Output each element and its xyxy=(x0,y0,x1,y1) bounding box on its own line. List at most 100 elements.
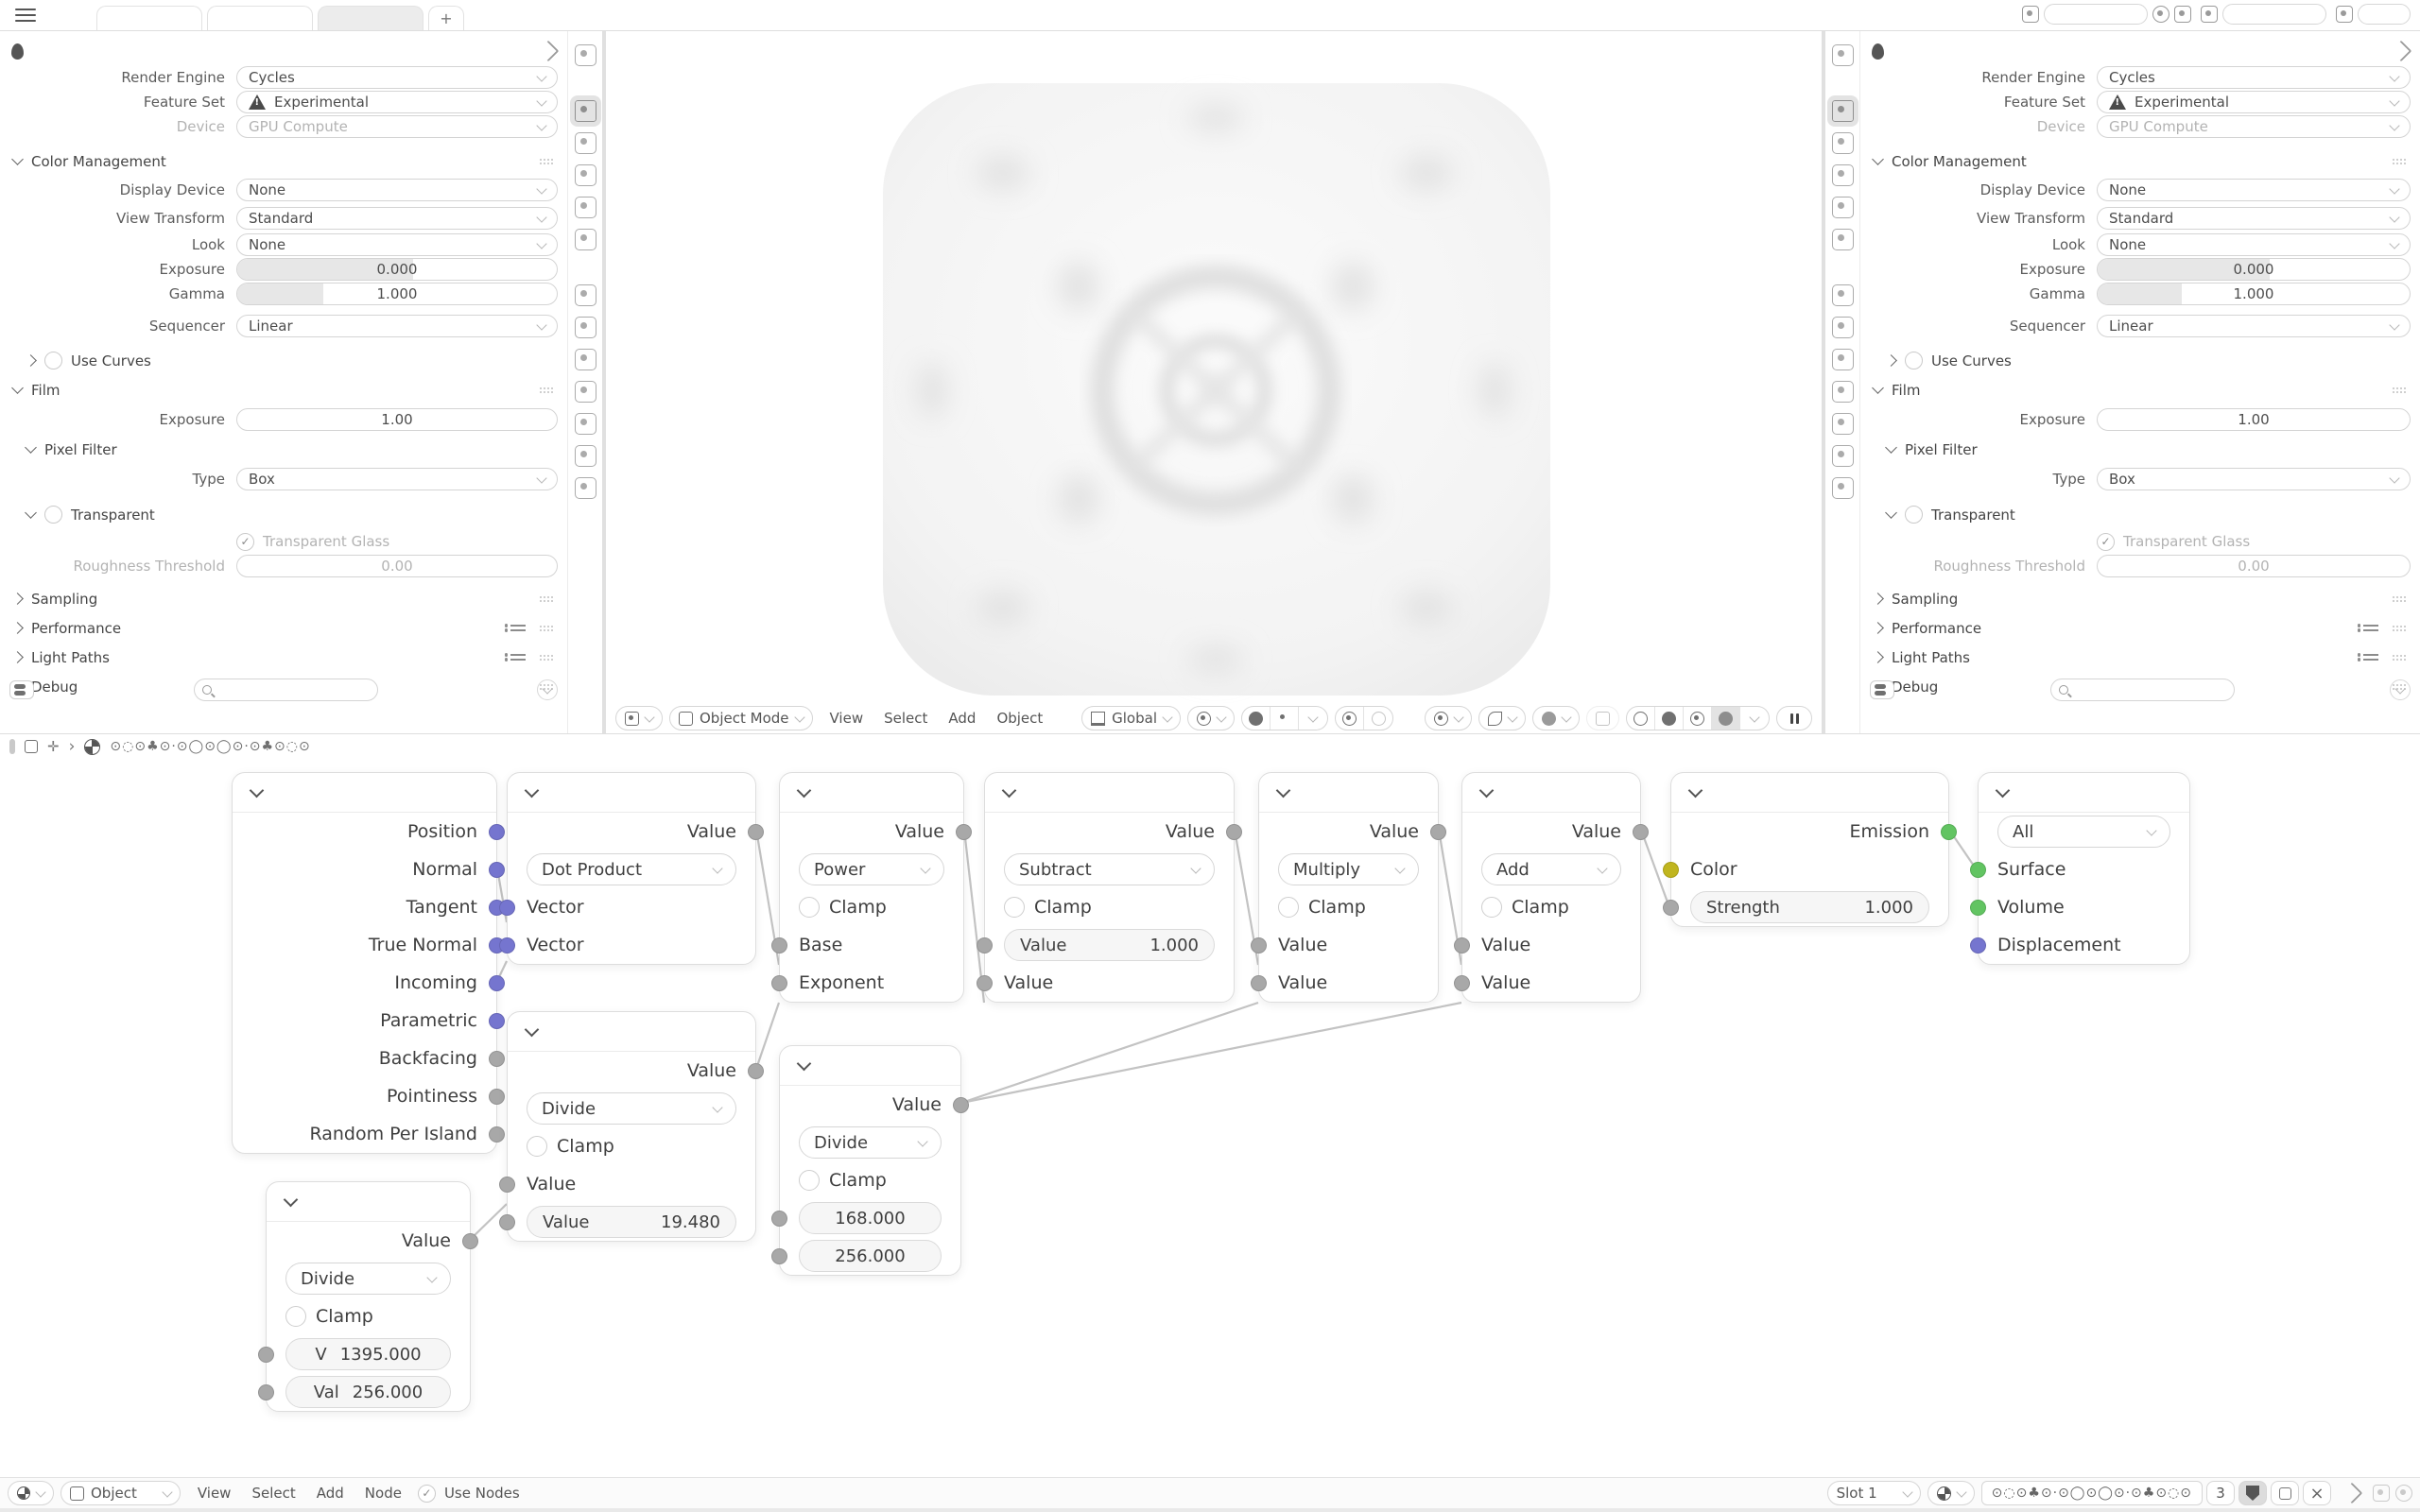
node-header[interactable] xyxy=(780,1046,960,1086)
socket-incoming[interactable] xyxy=(489,974,505,991)
filter-type-select[interactable]: Box xyxy=(236,468,558,490)
pixel-filter-header[interactable]: Pixel Filter xyxy=(1860,435,2420,464)
workspace-tab-1[interactable] xyxy=(96,6,202,30)
node-header[interactable] xyxy=(1462,773,1640,813)
editor-type-button[interactable] xyxy=(8,1481,54,1505)
node-header[interactable] xyxy=(780,773,963,813)
color-management-header[interactable]: Color Management xyxy=(0,146,567,176)
value-field-2[interactable]: Val 256.000 xyxy=(285,1376,451,1408)
editor-type-icon[interactable] xyxy=(1870,679,1894,699)
clamp-checkbox[interactable] xyxy=(1004,897,1025,918)
view-layer-icon[interactable] xyxy=(574,164,596,186)
operation-select[interactable]: Power xyxy=(799,853,944,885)
search-input[interactable] xyxy=(2049,678,2235,701)
socket-value-in-2[interactable] xyxy=(499,1213,515,1230)
shader-editor[interactable]: ✛ › ⊙◌⊙♣⊙·⊙◯⊙◯⊙·⊙♣⊙◌⊙ Position Normal Ta… xyxy=(0,733,2420,1508)
world-icon[interactable] xyxy=(1831,229,1854,250)
scene-icon[interactable] xyxy=(1831,197,1854,218)
transparent-header[interactable]: Transparent xyxy=(0,500,567,529)
menu-add[interactable]: Add xyxy=(316,1485,344,1502)
material-name-field[interactable]: ⊙◌⊙♣⊙·⊙◯⊙◯⊙·⊙♣⊙◌⊙ xyxy=(1980,1481,2203,1505)
render-icon[interactable] xyxy=(1826,95,1858,127)
new-scene-icon[interactable] xyxy=(2152,6,2169,23)
view-layer-selector[interactable] xyxy=(2222,4,2326,25)
object-icon[interactable] xyxy=(1831,284,1854,306)
viewport-3d[interactable]: Object Mode View Select Add Object Globa… xyxy=(606,31,1822,733)
view-layer-icon[interactable] xyxy=(1831,164,1854,186)
material-browse-button[interactable] xyxy=(1927,1481,1975,1505)
socket-parametric[interactable] xyxy=(489,1012,505,1029)
socket-vector-1[interactable] xyxy=(499,899,515,916)
socket-pointiness[interactable] xyxy=(489,1088,505,1105)
options-button[interactable] xyxy=(2390,679,2411,700)
sampling-header[interactable]: Sampling xyxy=(1860,584,2420,613)
node-header[interactable] xyxy=(985,773,1234,813)
grid-icon[interactable] xyxy=(2373,1485,2390,1502)
use-curves-header[interactable]: Use Curves xyxy=(1860,346,2420,375)
tool-icon[interactable] xyxy=(574,44,596,66)
scene-icon[interactable] xyxy=(574,197,596,218)
users-count-button[interactable]: 3 xyxy=(2206,1481,2235,1505)
slot-select[interactable]: Slot 1 xyxy=(1826,1481,1921,1505)
pixel-filter-header[interactable]: Pixel Filter xyxy=(0,435,567,464)
transparent-checkbox[interactable] xyxy=(1905,506,1923,524)
exposure-slider[interactable]: 0.000 xyxy=(236,258,558,281)
exposure-slider[interactable]: 0.000 xyxy=(2097,258,2411,281)
snap-menu[interactable] xyxy=(1299,707,1327,730)
transparent-glass-checkbox[interactable]: ✓ xyxy=(236,532,254,551)
output-icon[interactable] xyxy=(1831,132,1854,154)
film-exposure-field[interactable]: 1.00 xyxy=(2097,408,2411,431)
socket-strength[interactable] xyxy=(1663,899,1679,916)
socket-value-out[interactable] xyxy=(1633,823,1649,840)
orientation-select[interactable]: Global xyxy=(1081,706,1181,730)
clamp-checkbox[interactable] xyxy=(285,1306,306,1327)
display-device-select[interactable]: None xyxy=(2097,179,2411,201)
modifiers-icon[interactable] xyxy=(574,317,596,338)
use-curves-header[interactable]: Use Curves xyxy=(0,346,567,375)
clamp-checkbox[interactable] xyxy=(527,1136,547,1157)
feature-set-select[interactable]: Experimental xyxy=(2097,91,2411,113)
socket-value-in-1[interactable] xyxy=(258,1346,274,1363)
socket-value-out[interactable] xyxy=(1430,823,1446,840)
roughness-threshold-field[interactable]: 0.00 xyxy=(236,555,558,577)
gizmo-menu[interactable] xyxy=(1478,706,1526,730)
shading-rendered-button[interactable] xyxy=(1712,707,1740,730)
unlink-material-button[interactable]: × xyxy=(2303,1481,2331,1505)
performance-header[interactable]: Performance xyxy=(0,613,567,643)
light-paths-header[interactable]: Light Paths xyxy=(1860,643,2420,672)
socket-value-out[interactable] xyxy=(748,823,764,840)
copy-scene-icon[interactable] xyxy=(2174,6,2191,23)
view-transform-select[interactable]: Standard xyxy=(236,207,558,230)
socket-normal[interactable] xyxy=(489,861,505,878)
physics-icon[interactable] xyxy=(1831,381,1854,403)
sequencer-select[interactable]: Linear xyxy=(236,315,558,337)
socket-value-in-2[interactable] xyxy=(771,1247,787,1264)
operation-select[interactable]: Dot Product xyxy=(527,853,736,885)
operation-select[interactable]: Divide xyxy=(285,1263,451,1295)
socket-value-in-2[interactable] xyxy=(977,974,993,991)
menu-view[interactable]: View xyxy=(829,710,864,727)
operation-select[interactable]: Subtract xyxy=(1004,853,1215,885)
display-device-select[interactable]: None xyxy=(236,179,558,201)
value-field-1[interactable]: V 1395.000 xyxy=(285,1338,451,1370)
node-header[interactable] xyxy=(1671,773,1948,813)
socket-value-in-2[interactable] xyxy=(258,1383,274,1400)
sequencer-select[interactable]: Linear xyxy=(2097,315,2411,337)
extras-icon[interactable] xyxy=(2336,6,2353,23)
duplicate-material-button[interactable] xyxy=(2271,1481,2299,1505)
proportional-toggle[interactable] xyxy=(1336,707,1364,730)
socket-value-in-2[interactable] xyxy=(1454,974,1470,991)
filter-type-select[interactable]: Box xyxy=(2097,468,2411,490)
device-select[interactable]: GPU Compute xyxy=(2097,115,2411,138)
node-header[interactable] xyxy=(508,1012,755,1052)
socket-position[interactable] xyxy=(489,823,505,840)
object-data-icon[interactable] xyxy=(574,445,596,467)
value-field-1[interactable]: 168.000 xyxy=(799,1202,942,1234)
socket-backfacing[interactable] xyxy=(489,1050,505,1067)
socket-base[interactable] xyxy=(771,936,787,954)
workspace-tab-2[interactable] xyxy=(207,6,313,30)
world-icon[interactable] xyxy=(574,229,596,250)
roughness-threshold-field[interactable]: 0.00 xyxy=(2097,555,2411,577)
operation-select[interactable]: Divide xyxy=(799,1126,942,1159)
socket-value-out[interactable] xyxy=(462,1232,478,1249)
